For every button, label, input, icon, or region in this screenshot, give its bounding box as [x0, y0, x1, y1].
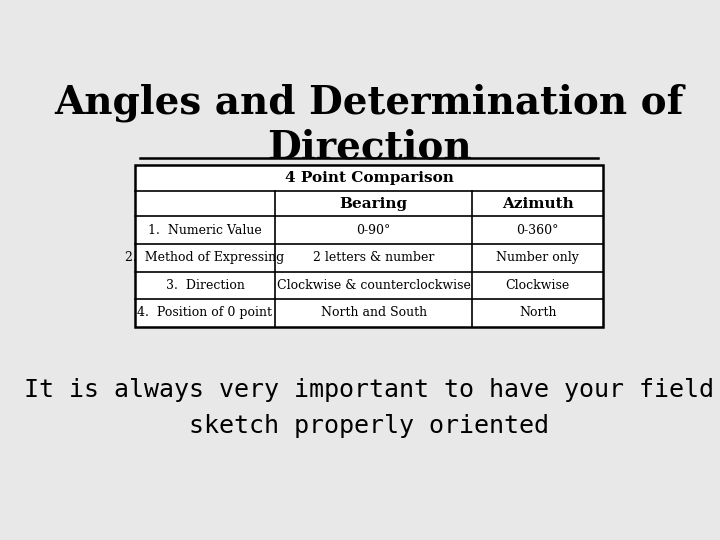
Text: 1.  Numeric Value: 1. Numeric Value: [148, 224, 262, 237]
Text: Bearing: Bearing: [340, 197, 408, 211]
Text: 2.  Method of Expressing: 2. Method of Expressing: [125, 251, 284, 265]
Text: Azimuth: Azimuth: [502, 197, 574, 211]
Text: Clockwise: Clockwise: [505, 279, 570, 292]
Text: North and South: North and South: [320, 307, 427, 320]
Text: 0-90°: 0-90°: [356, 224, 391, 237]
Text: Clockwise & counterclockwise: Clockwise & counterclockwise: [276, 279, 471, 292]
Text: It is always very important to have your field
sketch properly oriented: It is always very important to have your…: [24, 378, 714, 437]
Text: Angles and Determination of
Direction: Angles and Determination of Direction: [54, 84, 684, 166]
Text: 4 Point Comparison: 4 Point Comparison: [284, 171, 454, 185]
Text: Number only: Number only: [496, 251, 579, 265]
Text: 2 letters & number: 2 letters & number: [313, 251, 434, 265]
Text: 4.  Position of 0 point: 4. Position of 0 point: [138, 307, 272, 320]
Text: 0-360°: 0-360°: [516, 224, 559, 237]
Text: 3.  Direction: 3. Direction: [166, 279, 244, 292]
Text: North: North: [519, 307, 557, 320]
